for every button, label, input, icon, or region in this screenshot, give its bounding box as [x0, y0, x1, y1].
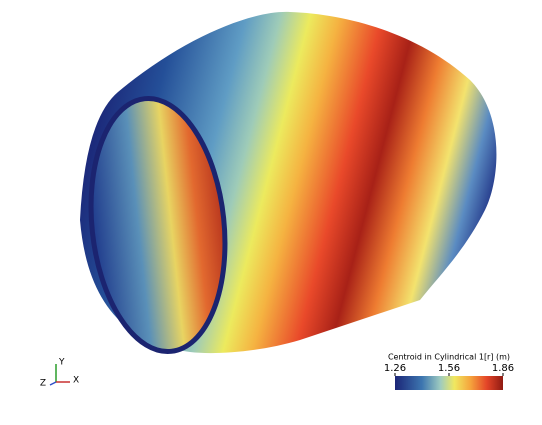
axis-label: Y [58, 358, 65, 368]
axis-label: Z [40, 379, 46, 389]
cylinder-opening [88, 96, 228, 354]
axes-triad: Y Z X [40, 358, 79, 389]
colorbar-title: Centroid in Cylindrical 1[r] (m) [388, 353, 510, 362]
colorbar [395, 376, 503, 390]
colorbar-tick-label: 1.26 [384, 363, 406, 374]
colorbar-tick-label: 1.86 [492, 363, 514, 374]
axis-label: X [73, 376, 79, 386]
colorbar-tick-label: 1.56 [438, 363, 460, 374]
z-axis-arrow [49, 381, 57, 386]
